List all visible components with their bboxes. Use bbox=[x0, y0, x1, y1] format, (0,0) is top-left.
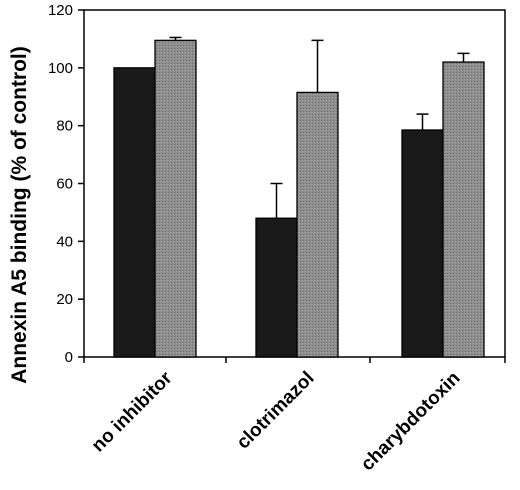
y-tick-label-40: 40 bbox=[56, 233, 73, 250]
y-tick-label-100: 100 bbox=[48, 60, 73, 77]
y-tick-label-20: 20 bbox=[56, 291, 73, 308]
category-label-1: clotrimazol bbox=[233, 368, 319, 454]
bar-s1-1 bbox=[296, 91, 339, 358]
bar-s0-1 bbox=[255, 217, 298, 358]
y-tick-label-80: 80 bbox=[56, 118, 73, 135]
y-axis-title: Annexin A5 binding (% of control) bbox=[8, 46, 31, 384]
bar-s0-2 bbox=[401, 129, 444, 358]
plot-area: 0 20 40 60 80 100 120 no inhibitor clotrimazol ch… bbox=[48, 2, 506, 475]
category-label-0: no inhibitor bbox=[88, 367, 177, 456]
y-tick-label-0: 0 bbox=[65, 349, 73, 366]
bar-s0-0 bbox=[113, 67, 156, 358]
y-tick-label-120: 120 bbox=[48, 2, 73, 19]
bar-s1-0 bbox=[154, 39, 197, 358]
bar-s1-2 bbox=[442, 61, 485, 358]
y-tick-label-60: 60 bbox=[56, 176, 73, 193]
category-label-2: charybdotoxin bbox=[357, 368, 464, 475]
